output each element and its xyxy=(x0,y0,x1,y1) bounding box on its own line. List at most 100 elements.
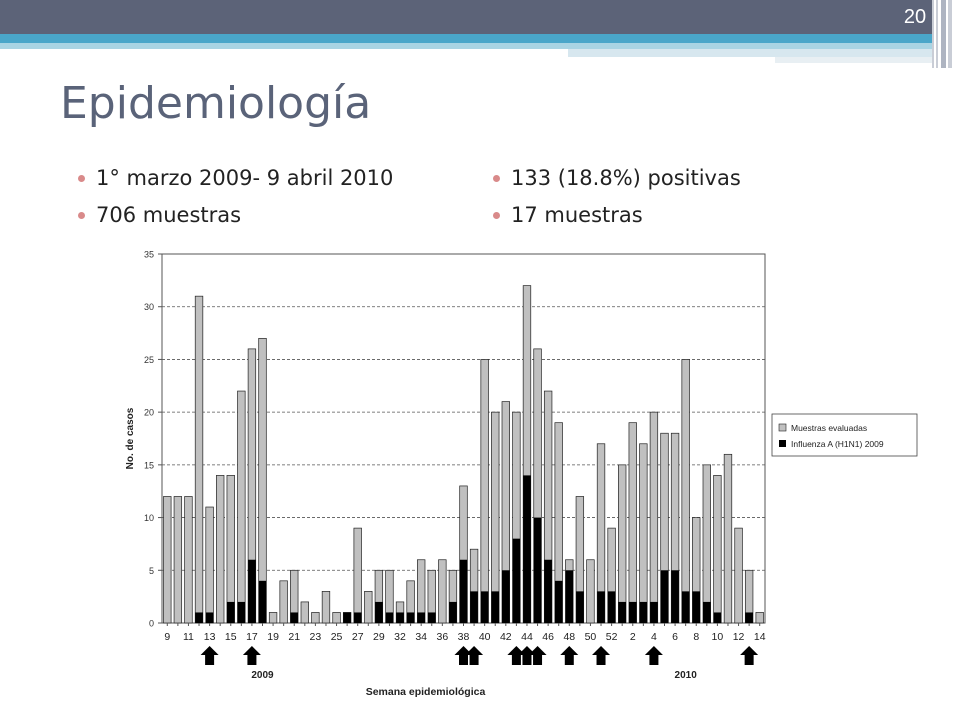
bar-evaluadas xyxy=(205,506,214,624)
bar-influenza xyxy=(618,601,626,623)
bar-influenza xyxy=(502,570,510,623)
bullet-item: 17 muestras xyxy=(487,197,741,234)
bar-evaluadas xyxy=(364,591,373,624)
bar-influenza xyxy=(258,580,267,623)
bar-evaluadas xyxy=(702,464,711,624)
bullet-dot-icon xyxy=(493,212,500,219)
bar-influenza xyxy=(681,591,690,623)
bar-evaluadas xyxy=(268,612,278,624)
up-arrow-icon xyxy=(528,646,547,665)
bar-evaluadas xyxy=(321,591,331,624)
bar-evaluadas xyxy=(163,496,172,624)
y-tick-label: 25 xyxy=(144,355,154,365)
y-tick-label: 20 xyxy=(144,408,154,418)
y-tick-label: 10 xyxy=(144,513,154,523)
bar-evaluadas xyxy=(681,359,690,624)
decor-stripes xyxy=(932,0,960,68)
bar-evaluadas xyxy=(755,612,764,624)
x-tick-label: 34 xyxy=(415,631,427,643)
bar-influenza xyxy=(597,591,605,623)
year-label: 2009 xyxy=(251,670,274,681)
bar-influenza xyxy=(237,601,246,623)
bar-influenza xyxy=(396,612,404,623)
up-arrow-icon xyxy=(200,646,219,665)
bar-influenza xyxy=(554,580,563,623)
bullet-text: 17 muestras xyxy=(511,203,643,227)
x-tick-label: 14 xyxy=(754,631,766,643)
x-tick-label: 4 xyxy=(651,631,657,643)
bar-influenza xyxy=(290,612,299,623)
legend-label: Muestras evaluadas xyxy=(791,423,867,433)
x-tick-label: 40 xyxy=(479,631,491,643)
bar-influenza xyxy=(523,475,531,623)
bar-influenza xyxy=(449,601,457,623)
slide-title: Epidemiología xyxy=(60,78,372,129)
x-tick-label: 19 xyxy=(267,631,279,643)
bar-evaluadas xyxy=(723,453,733,624)
bar-influenza xyxy=(470,591,478,623)
bullet-text: 133 (18.8%) positivas xyxy=(511,166,741,190)
bar-influenza xyxy=(713,612,722,623)
y-tick-label: 15 xyxy=(144,460,154,470)
bar-evaluadas xyxy=(480,359,489,624)
x-tick-label: 6 xyxy=(672,631,678,643)
bar-influenza xyxy=(385,612,394,623)
decor-band xyxy=(568,49,935,57)
bar-influenza xyxy=(512,538,521,623)
bullet-item: 706 muestras xyxy=(72,197,393,234)
up-arrow-icon xyxy=(560,646,579,665)
up-arrow-icon xyxy=(517,646,536,665)
x-tick-label: 25 xyxy=(331,631,343,643)
bar-influenza xyxy=(480,591,489,623)
bar-influenza xyxy=(459,559,468,623)
bar-influenza xyxy=(692,591,701,623)
x-tick-label: 15 xyxy=(225,631,237,643)
y-axis-label: No. de casos xyxy=(125,407,136,469)
decor-band xyxy=(0,34,935,43)
legend-swatch-evaluadas xyxy=(778,423,787,432)
x-tick-label: 2 xyxy=(630,631,636,643)
x-tick-label: 32 xyxy=(394,631,406,643)
bar-influenza xyxy=(195,612,203,623)
y-tick-label: 35 xyxy=(144,250,154,260)
x-tick-label: 9 xyxy=(164,631,170,643)
up-arrow-icon xyxy=(740,646,759,665)
x-axis-label: Semana epidemiológica xyxy=(366,686,486,698)
legend-label: Influenza A (H1N1) 2009 xyxy=(791,439,884,449)
bar-evaluadas xyxy=(226,475,235,624)
bar-evaluadas xyxy=(649,411,659,624)
bar-evaluadas xyxy=(438,559,447,624)
bar-influenza xyxy=(660,570,669,623)
bar-influenza xyxy=(533,517,542,623)
bar-evaluadas xyxy=(628,422,637,624)
legend-swatch-influenza xyxy=(779,440,786,447)
top-bar xyxy=(0,0,960,34)
bar-influenza xyxy=(375,601,383,623)
up-arrow-icon xyxy=(465,646,484,665)
bar-influenza xyxy=(576,591,584,623)
x-tick-label: 12 xyxy=(733,631,745,643)
year-label: 2010 xyxy=(675,670,698,681)
x-tick-label: 23 xyxy=(310,631,322,643)
bullet-item: 133 (18.8%) positivas xyxy=(487,160,741,197)
bullet-text: 1° marzo 2009- 9 abril 2010 xyxy=(96,166,394,190)
bar-influenza xyxy=(565,570,574,623)
up-arrow-icon xyxy=(507,646,526,665)
x-tick-label: 8 xyxy=(693,631,699,643)
bullet-dot-icon xyxy=(78,212,85,219)
x-tick-label: 11 xyxy=(183,631,194,643)
x-tick-label: 42 xyxy=(500,631,512,643)
bar-evaluadas xyxy=(353,527,362,624)
bar-evaluadas xyxy=(258,337,267,624)
bar-influenza xyxy=(607,591,616,623)
x-tick-label: 21 xyxy=(288,631,300,643)
bullet-list-left: 1° marzo 2009- 9 abril 2010 706 muestras xyxy=(72,160,393,234)
bar-influenza xyxy=(703,601,711,623)
bar-evaluadas xyxy=(713,475,722,624)
bar-evaluadas xyxy=(184,496,193,624)
bar-influenza xyxy=(671,570,679,623)
up-arrow-icon xyxy=(644,646,663,665)
x-tick-label: 27 xyxy=(352,631,364,643)
bar-influenza xyxy=(248,559,256,623)
x-tick-label: 46 xyxy=(542,631,554,643)
